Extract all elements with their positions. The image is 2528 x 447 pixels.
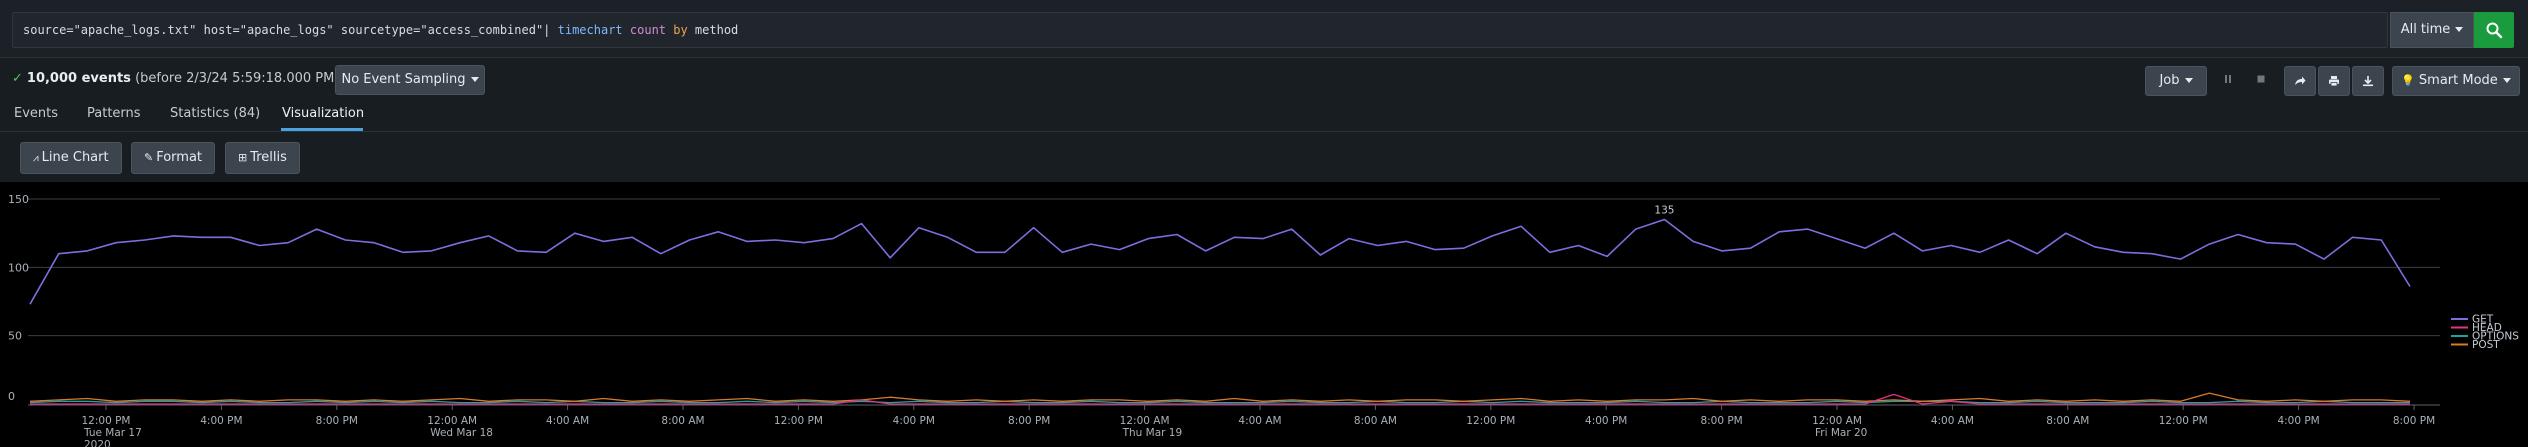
time-range-picker[interactable]: All time <box>2390 12 2474 48</box>
x-tick-label: 8:00 PM <box>1008 415 1050 427</box>
tab-visualization-label: Visualization <box>282 106 365 121</box>
x-tick-label: 8:00 AM <box>1354 415 1397 427</box>
tab-statistics-label: Statistics (84) <box>170 106 261 121</box>
export-button[interactable] <box>2352 66 2384 96</box>
event-count-detail: (before 2/3/24 5:59:18.000 PM) <box>135 71 340 86</box>
chevron-down-icon <box>2502 78 2511 83</box>
chart-type-label: Line Chart <box>41 150 109 165</box>
format-label: Format <box>156 150 203 165</box>
legend-label-get: GET <box>2472 314 2494 326</box>
search-icon <box>2486 22 2503 39</box>
x-tick-label: 4:00 PM <box>2277 415 2319 427</box>
job-status-row: ✓ 10,000 events (before 2/3/24 5:59:18.00… <box>0 58 2528 100</box>
stop-icon <box>2257 75 2265 83</box>
query-token <box>623 23 630 37</box>
tab-visualization[interactable]: Visualization <box>282 106 364 121</box>
active-tab-indicator <box>281 128 363 131</box>
x-tick-label: 4:00 AM <box>546 415 589 427</box>
job-label: Job <box>2159 73 2180 88</box>
chevron-down-icon <box>2455 27 2464 32</box>
print-icon <box>2329 76 2339 87</box>
legend-label-post: POST <box>2472 339 2500 351</box>
search-mode-label: Smart Mode <box>2418 73 2498 88</box>
event-sampling-label: No Event Sampling <box>341 72 466 87</box>
y-tick-label: 0 <box>8 390 15 403</box>
x-tick-date-label: Wed Mar 18 <box>430 427 493 439</box>
search-bar: source="apache_logs.txt" host="apache_lo… <box>0 0 2528 58</box>
pencil-icon: ✎ <box>144 151 154 164</box>
share-icon <box>2295 76 2306 85</box>
x-tick-label: 4:00 PM <box>200 415 242 427</box>
chevron-down-icon <box>470 77 479 82</box>
x-tick-label: 12:00 AM <box>1120 415 1170 427</box>
x-tick-label: 12:00 AM <box>427 415 477 427</box>
search-button[interactable] <box>2474 12 2514 48</box>
x-tick-label: 8:00 PM <box>1700 415 1742 427</box>
x-tick-date-label: Fri Mar 20 <box>1815 427 1867 439</box>
x-tick-label: 8:00 PM <box>2393 415 2435 427</box>
tab-events-label: Events <box>14 106 59 121</box>
chart-type-button[interactable]: ⩘ Line Chart <box>20 142 122 174</box>
legend-label-options: OPTIONS <box>2472 331 2519 343</box>
query-token: method <box>687 23 739 37</box>
search-mode-dropdown[interactable]: 💡 Smart Mode <box>2392 66 2520 96</box>
pause-button[interactable] <box>2215 66 2241 92</box>
x-tick-date-label: Tue Mar 17 <box>83 427 142 439</box>
share-button[interactable] <box>2284 66 2316 96</box>
query-token: by <box>673 23 688 37</box>
trellis-label: Trellis <box>250 150 287 165</box>
search-query-input[interactable]: source="apache_logs.txt" host="apache_lo… <box>12 12 2388 48</box>
x-tick-label: 12:00 PM <box>2159 415 2208 427</box>
export-icon <box>2363 76 2373 87</box>
legend-label-head: HEAD <box>2472 322 2502 334</box>
x-tick-label: 4:00 AM <box>1931 415 1974 427</box>
x-tick-label: 12:00 AM <box>1812 415 1862 427</box>
y-tick-label: 100 <box>8 261 29 274</box>
x-tick-label: 12:00 PM <box>774 415 823 427</box>
event-count-status: ✓ 10,000 events (before 2/3/24 5:59:18.00… <box>12 71 339 86</box>
series-line-head <box>30 393 2410 405</box>
x-tick-label: 4:00 AM <box>1238 415 1281 427</box>
x-tick-year-label: 2020 <box>84 439 111 447</box>
visualization-toolbar: ⩘ Line Chart ✎ Format ⊞ Trellis <box>0 132 2528 182</box>
line-chart-icon: ⩘ <box>33 153 39 164</box>
stop-button[interactable] <box>2248 66 2274 92</box>
series-line-get <box>29 218 2411 305</box>
print-button[interactable] <box>2318 66 2350 96</box>
series-line-options <box>29 400 2410 404</box>
format-button[interactable]: ✎ Format <box>131 142 216 174</box>
x-tick-label: 8:00 AM <box>661 415 704 427</box>
chevron-down-icon <box>2184 78 2193 83</box>
x-tick-date-label: Thu Mar 19 <box>1122 427 1183 439</box>
tab-patterns[interactable]: Patterns <box>87 106 141 121</box>
x-tick-label: 8:00 AM <box>2046 415 2089 427</box>
pause-icon <box>2225 75 2231 83</box>
x-tick-label: 12:00 PM <box>1466 415 1515 427</box>
query-token: timechart <box>557 23 623 37</box>
results-tabs: Events Patterns Statistics (84) Visualiz… <box>0 100 2528 132</box>
query-token: source="apache_logs.txt" host="apache_lo… <box>23 23 558 37</box>
lightbulb-icon: 💡 <box>2401 74 2415 87</box>
x-tick-label: 4:00 PM <box>1585 415 1627 427</box>
x-tick-label: 4:00 PM <box>893 415 935 427</box>
y-tick-label: 50 <box>8 330 22 343</box>
timechart: 0 50 100 150 12:00 PM Tue Mar 17 2020 4:00 PM 8:… <box>0 182 2528 447</box>
checkmark-icon: ✓ <box>12 71 23 86</box>
series-line-post <box>29 392 2411 402</box>
y-tick-label: 150 <box>8 193 29 206</box>
x-tick-label: 12:00 PM <box>82 415 131 427</box>
tab-statistics[interactable]: Statistics (84) <box>170 106 260 121</box>
max-value-annotation: 135 <box>1654 205 1674 217</box>
x-tick-label: 8:00 PM <box>316 415 358 427</box>
trellis-button[interactable]: ⊞ Trellis <box>225 142 300 174</box>
trellis-grid-icon: ⊞ <box>238 151 248 164</box>
tab-events[interactable]: Events <box>14 106 58 121</box>
tab-patterns-label: Patterns <box>87 106 141 121</box>
job-menu-button[interactable]: Job <box>2145 66 2207 96</box>
event-sampling-dropdown[interactable]: No Event Sampling <box>335 65 485 95</box>
query-token: count <box>629 23 667 37</box>
time-range-label: All time <box>2400 22 2451 37</box>
event-count: 10,000 events <box>26 71 131 86</box>
